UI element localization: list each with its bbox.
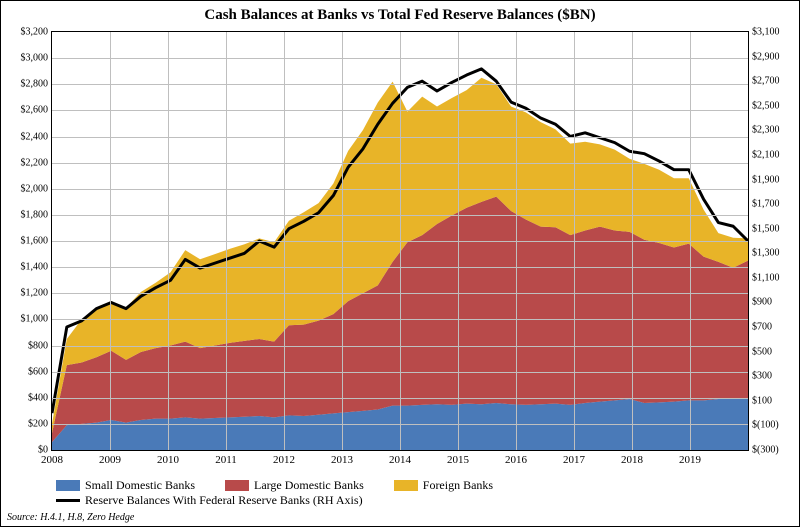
y-right-tick: $2,100: [752, 149, 780, 160]
y-right-tick: $900: [752, 297, 772, 308]
legend-swatch: [56, 480, 80, 491]
vgridline: [690, 32, 691, 450]
vgridline: [400, 32, 401, 450]
y-right-tick: $2,900: [752, 51, 780, 62]
y-right-tick: $2,700: [752, 76, 780, 87]
y-left-tick: $400: [28, 392, 48, 403]
y-right-tick: $3,100: [752, 27, 780, 38]
vgridline: [168, 32, 169, 450]
y-left-tick: $2,600: [21, 105, 49, 116]
legend: Small Domestic Banks Large Domestic Banks…: [56, 478, 744, 508]
y-right-tick: $2,300: [752, 125, 780, 136]
y-left-tick: $2,200: [21, 157, 49, 168]
legend-item: Foreign Banks: [394, 478, 493, 493]
x-tick: 2013: [331, 454, 353, 466]
x-tick: 2008: [41, 454, 63, 466]
y-right-tick: $700: [752, 322, 772, 333]
legend-swatch: [225, 480, 249, 491]
chart-title: Cash Balances at Banks vs Total Fed Rese…: [1, 1, 799, 24]
legend-item: Large Domestic Banks: [225, 478, 364, 493]
vgridline: [574, 32, 575, 450]
y-left-tick: $1,200: [21, 288, 49, 299]
x-tick: 2011: [215, 454, 237, 466]
source-text: Source: H.4.1, H.8, Zero Hedge: [7, 512, 134, 523]
y-left-tick: $600: [28, 366, 48, 377]
plot-area: $0$200$400$600$800$1,000$1,200$1,400$1,6…: [51, 31, 749, 451]
vgridline: [284, 32, 285, 450]
vgridline: [632, 32, 633, 450]
vgridline: [458, 32, 459, 450]
y-right-tick: $1,700: [752, 199, 780, 210]
legend-label: Foreign Banks: [423, 478, 493, 493]
x-tick: 2010: [157, 454, 179, 466]
x-tick: 2018: [621, 454, 643, 466]
chart-container: Cash Balances at Banks vs Total Fed Rese…: [0, 0, 800, 527]
legend-label: Large Domestic Banks: [254, 478, 364, 493]
y-left-tick: $2,400: [21, 131, 49, 142]
x-tick: 2015: [447, 454, 469, 466]
vgridline: [342, 32, 343, 450]
y-left-tick: $800: [28, 340, 48, 351]
y-left-tick: $2,000: [21, 183, 49, 194]
y-right-tick: $1,300: [752, 248, 780, 259]
x-tick: 2012: [273, 454, 295, 466]
y-left-tick: $3,000: [21, 53, 49, 64]
legend-label: Reserve Balances With Federal Reserve Ba…: [85, 493, 363, 508]
legend-label: Small Domestic Banks: [85, 478, 195, 493]
x-tick: 2009: [99, 454, 121, 466]
y-right-tick: $1,900: [752, 174, 780, 185]
x-tick: 2017: [563, 454, 585, 466]
y-right-tick: $100: [752, 395, 772, 406]
y-left-tick: $200: [28, 418, 48, 429]
legend-swatch: [394, 480, 418, 491]
y-right-tick: $(100): [752, 420, 779, 431]
vgridline: [226, 32, 227, 450]
vgridline: [110, 32, 111, 450]
y-right-tick: $300: [752, 371, 772, 382]
y-left-tick: $1,000: [21, 314, 49, 325]
y-left-tick: $1,800: [21, 209, 49, 220]
y-left-tick: $1,600: [21, 236, 49, 247]
y-left-tick: $1,400: [21, 262, 49, 273]
vgridline: [516, 32, 517, 450]
y-left-tick: $3,200: [21, 27, 49, 38]
y-right-tick: $2,500: [752, 100, 780, 111]
legend-line-swatch: [56, 499, 80, 502]
legend-item: Reserve Balances With Federal Reserve Ba…: [56, 493, 363, 508]
y-right-tick: $1,500: [752, 223, 780, 234]
x-tick: 2019: [679, 454, 701, 466]
y-right-tick: $1,100: [752, 272, 780, 283]
x-tick: 2014: [389, 454, 411, 466]
x-tick: 2016: [505, 454, 527, 466]
y-right-tick: $500: [752, 346, 772, 357]
y-left-tick: $2,800: [21, 79, 49, 90]
legend-item: Small Domestic Banks: [56, 478, 195, 493]
y-right-tick: $(300): [752, 445, 779, 456]
